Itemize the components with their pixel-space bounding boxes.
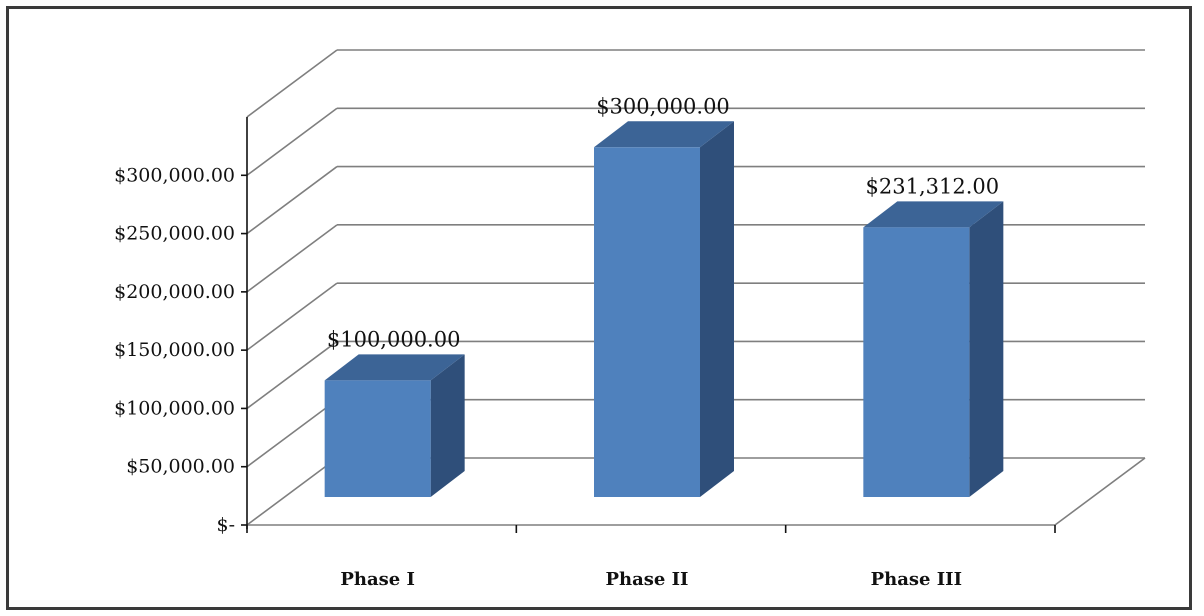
y-tick-label: $250,000.00 <box>114 223 235 245</box>
y-tick-label: $50,000.00 <box>126 456 235 478</box>
side-wall-line <box>246 165 338 235</box>
side-wall-line <box>246 457 338 526</box>
y-tick-label: $- <box>216 514 235 536</box>
bar-side-face <box>969 201 1004 497</box>
side-wall-line <box>246 224 338 293</box>
side-wall-line <box>246 340 338 410</box>
x-tick-label: Phase II <box>606 569 689 590</box>
bar-3 <box>863 227 970 497</box>
data-label: $231,312.00 <box>866 174 1000 198</box>
bar-side-face <box>430 354 465 497</box>
data-label: $300,000.00 <box>596 94 730 118</box>
x-tick-label: Phase I <box>340 569 415 590</box>
bar-top-face <box>594 121 734 148</box>
bar-1 <box>324 380 431 497</box>
bar-top-face <box>863 201 1004 228</box>
side-wall-line <box>246 49 338 118</box>
x-tick-label: Phase III <box>871 569 962 590</box>
bar-chart: $- $50,000.00 $100,000.00 $150,000.00 $200,0… <box>114 49 1146 590</box>
chart-frame: $- $50,000.00 $100,000.00 $150,000.00 $200,0… <box>6 6 1192 610</box>
side-wall-line <box>246 282 338 351</box>
gridlines <box>246 49 1146 526</box>
axes <box>241 117 1056 533</box>
floor-side-edge <box>1054 457 1146 526</box>
y-tick-label: $300,000.00 <box>114 164 235 186</box>
x-tick-labels: Phase I Phase II Phase III <box>340 569 962 590</box>
y-tick-label: $150,000.00 <box>114 339 235 361</box>
y-tick-label: $100,000.00 <box>114 397 235 419</box>
side-wall-line <box>246 399 338 468</box>
y-tick-labels: $- $50,000.00 $100,000.00 $150,000.00 $200,0… <box>114 164 235 536</box>
side-wall-line <box>246 107 338 176</box>
bars <box>324 121 1004 498</box>
bar-2 <box>594 147 700 498</box>
y-tick-label: $200,000.00 <box>114 281 235 303</box>
data-label: $100,000.00 <box>327 327 461 351</box>
bar-top-face <box>324 354 465 381</box>
data-labels: $100,000.00 $300,000.00 $231,312.00 <box>327 94 999 351</box>
bar-side-face <box>700 121 734 498</box>
